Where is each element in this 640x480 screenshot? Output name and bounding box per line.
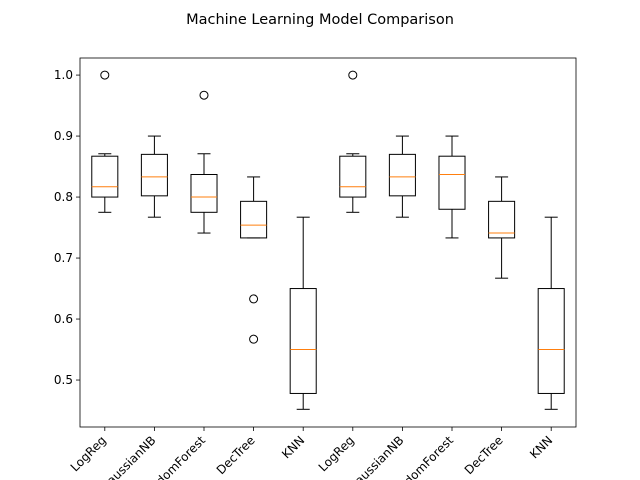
x-tick-label: KNN [279, 433, 307, 461]
box-3 [190, 90, 218, 234]
box-2 [140, 135, 168, 218]
y-tick-label: 0.6 [54, 312, 73, 326]
axes-frame [79, 57, 577, 428]
y-tick-label: 0.9 [54, 129, 73, 143]
box-iqr [438, 155, 466, 210]
box-iqr [289, 288, 317, 394]
outlier-point [249, 294, 259, 304]
box-6 [339, 70, 367, 213]
box-iqr [190, 173, 218, 213]
box-7 [388, 135, 416, 218]
boxes-group [91, 70, 565, 410]
x-tick-label: DecTree [462, 433, 506, 477]
y-tick-label: 1.0 [54, 68, 73, 82]
y-tick-label: 0.7 [54, 251, 73, 265]
x-tick-label: GaussianNB [98, 433, 159, 480]
x-tick-label: DecTree [214, 433, 258, 477]
box-4 [240, 176, 268, 344]
box-5 [289, 216, 317, 410]
box-iqr [91, 155, 119, 198]
y-tick-label: 0.5 [54, 373, 73, 387]
chart-title: Machine Learning Model Comparison [186, 12, 454, 28]
box-iqr [140, 153, 168, 197]
box-8 [438, 135, 466, 239]
outlier-point [348, 70, 358, 80]
box-1 [91, 70, 119, 213]
y-axis: 0.5 0.6 0.7 0.8 0.9 1.0 [54, 68, 80, 387]
x-tick-label: GaussianNB [346, 433, 407, 480]
x-tick-label: LogReg [68, 433, 109, 474]
box-iqr [240, 200, 268, 239]
outlier-point [100, 70, 110, 80]
x-tick-label: KNN [527, 433, 555, 461]
box-iqr [339, 155, 367, 198]
box-iqr [537, 288, 565, 394]
x-tick-label: LogReg [316, 433, 357, 474]
box-9 [488, 176, 516, 279]
y-tick-label: 0.8 [54, 190, 73, 204]
box-10 [537, 216, 565, 410]
outlier-point [199, 90, 209, 100]
outlier-point [249, 334, 259, 344]
box-iqr [488, 200, 516, 239]
box-iqr [388, 153, 416, 197]
